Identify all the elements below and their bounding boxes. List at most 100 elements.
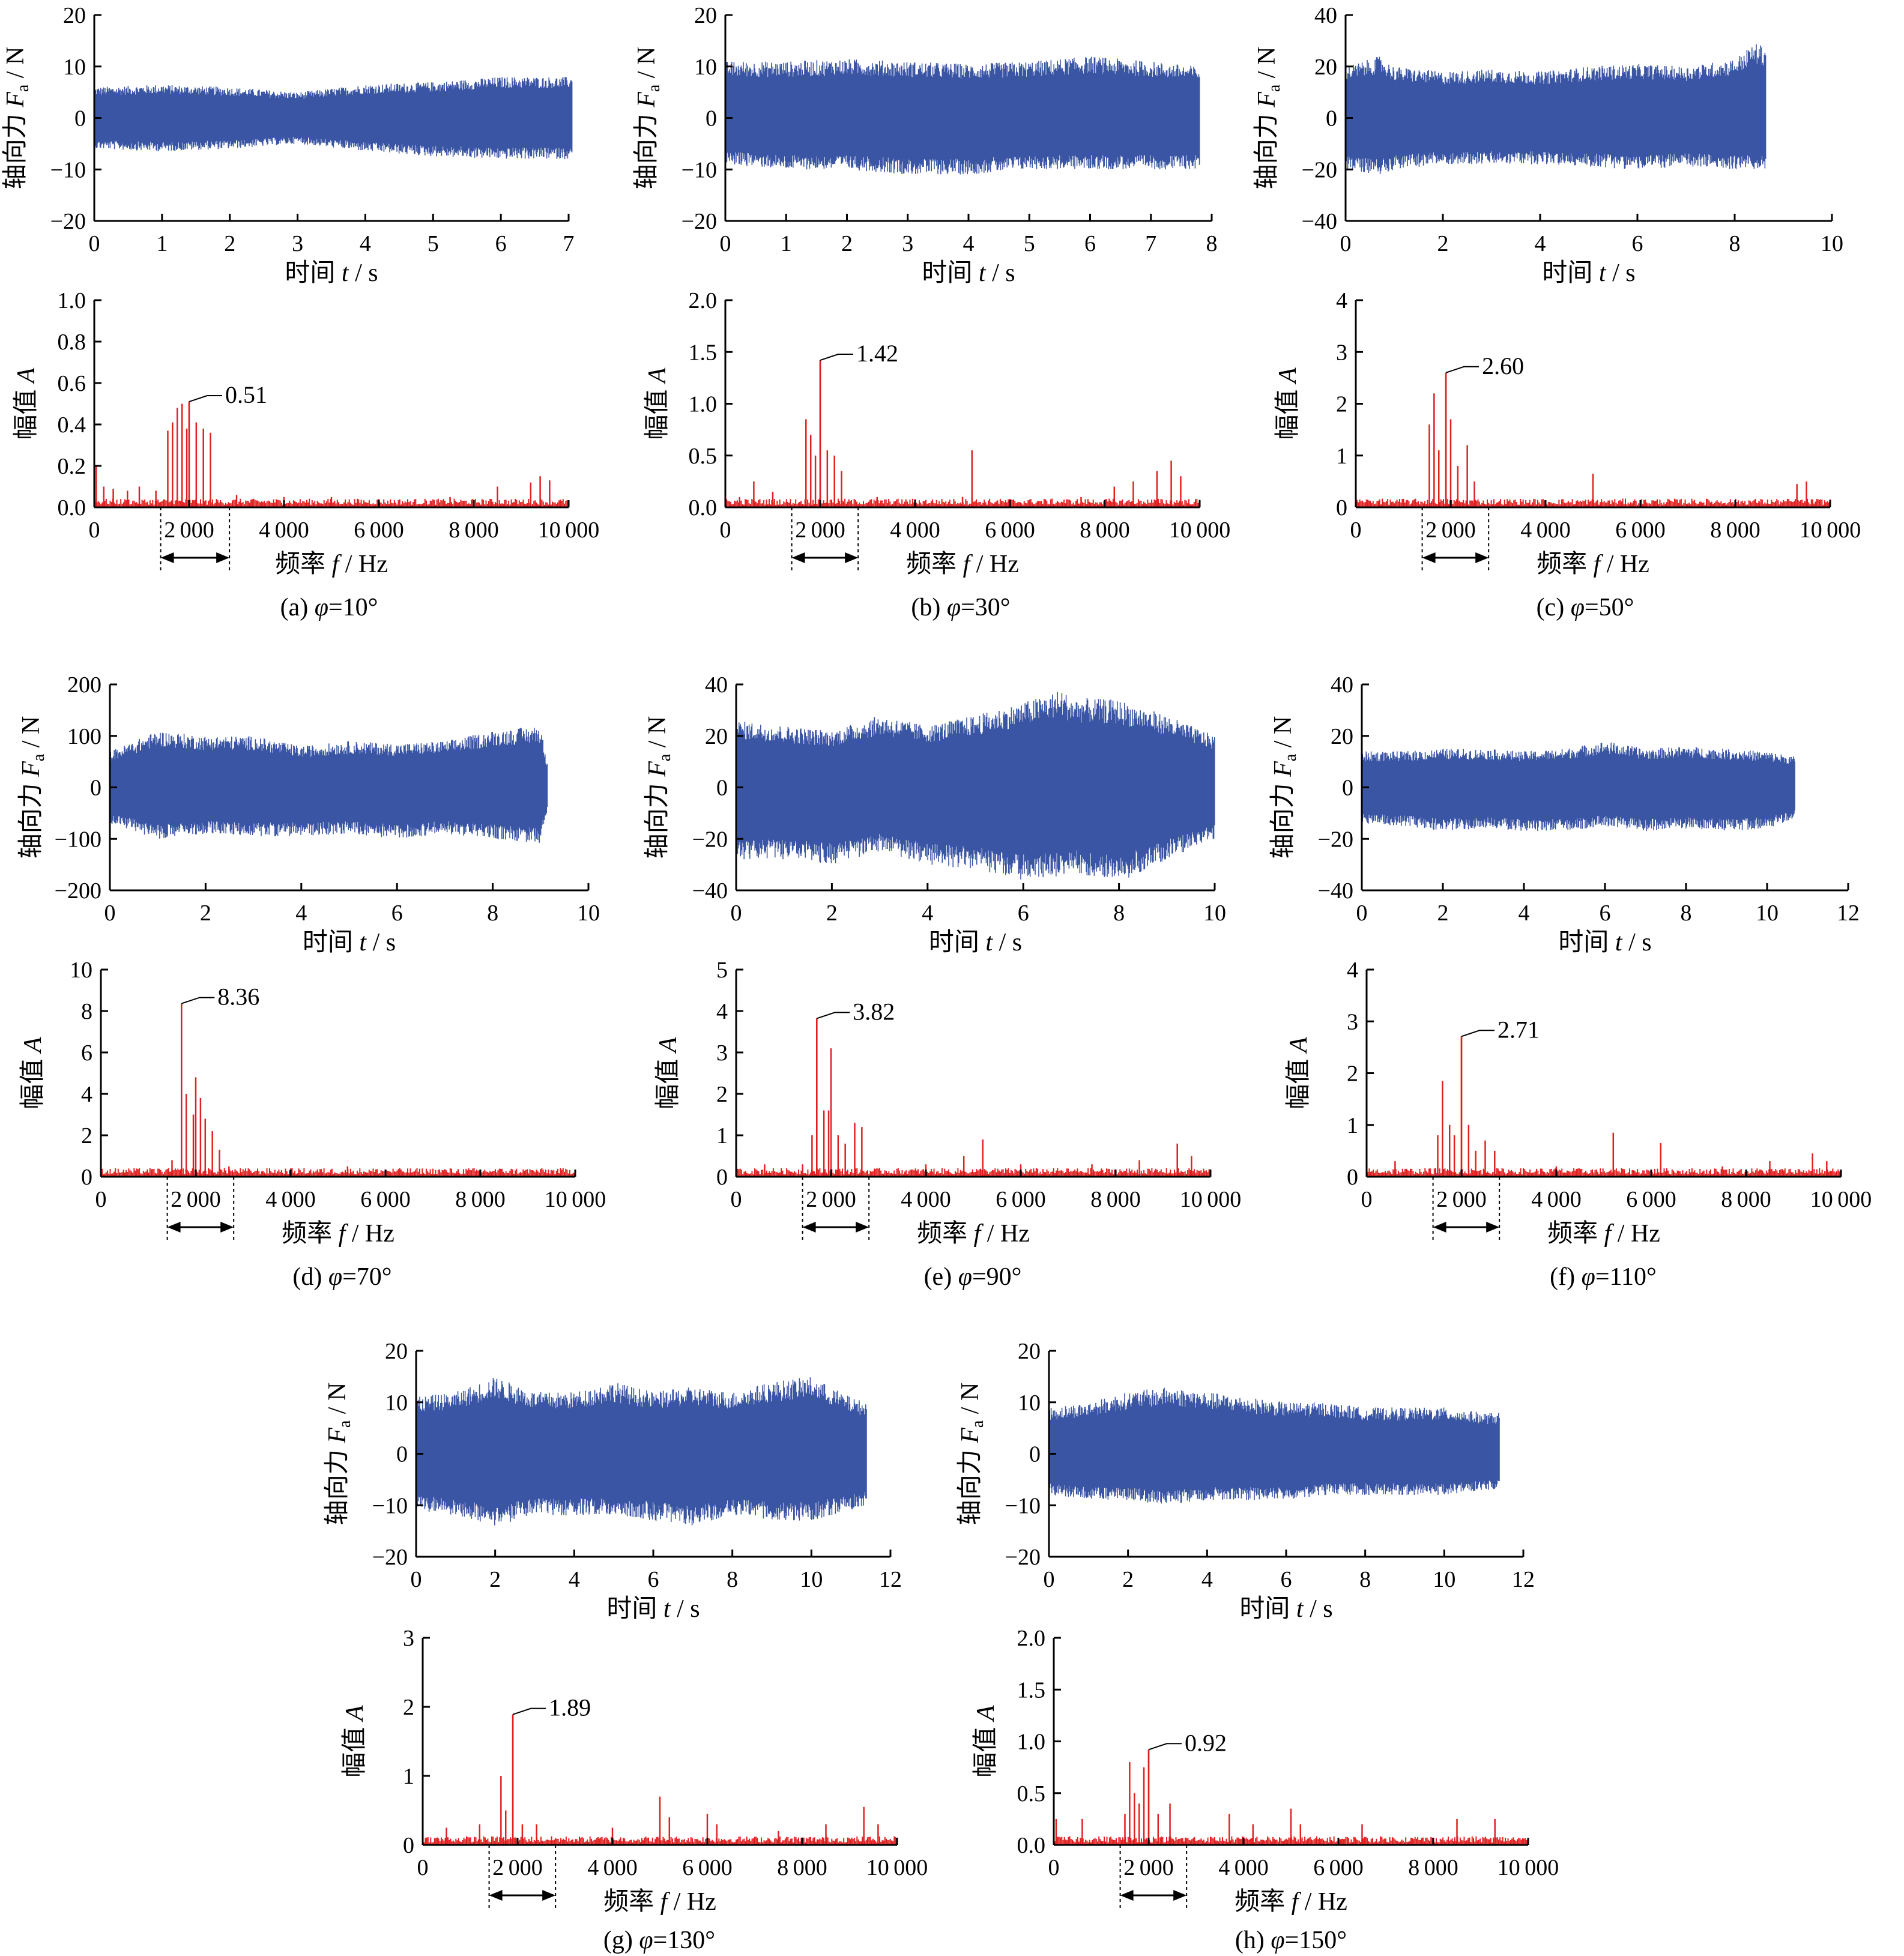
band-arrow-head-right <box>845 552 859 563</box>
spectrum-y-axis-label: 幅值 A <box>341 1705 369 1778</box>
y-tick-label: 5 <box>716 958 728 983</box>
x-tick-label: 4 <box>1519 901 1530 926</box>
y-tick-label: 4 <box>1347 958 1358 983</box>
x-tick-label: 8 000 <box>449 518 499 543</box>
time-x-axis-label: 时间 t / s <box>285 259 378 287</box>
x-tick-label: 8 <box>1113 901 1125 926</box>
y-tick-label: 0.0 <box>58 495 86 521</box>
y-tick-label: 1.5 <box>689 340 718 365</box>
y-tick-label: −200 <box>55 878 101 904</box>
time-signal-plot-d: 0 2 4 6 8 10 −200 −100 0 100 200 时间 t / s 轴向力 Fa / N <box>17 672 600 956</box>
time-x-axis-label: 时间 t / s <box>922 259 1015 287</box>
spectrum-y-axis-label: 幅值 A <box>13 367 40 440</box>
y-tick-label: −20 <box>372 1545 408 1570</box>
y-tick-label: 3 <box>1336 340 1347 365</box>
peak-value-label: 2.60 <box>1482 352 1524 379</box>
x-tick-label: 2 <box>224 231 235 256</box>
spectrum-y-axis-label: 幅值 A <box>972 1705 1000 1778</box>
time-signal-trace <box>725 56 1200 175</box>
spectrum-x-axis-label: 频率 f / Hz <box>1537 550 1649 578</box>
y-tick-label: −20 <box>1005 1545 1041 1570</box>
time-signal-trace <box>416 1377 867 1526</box>
y-tick-label: 4 <box>81 1082 92 1107</box>
time-y-axis-label: 轴向力 Fa / N <box>17 716 48 859</box>
spectrum-x-axis-label: 频率 f / Hz <box>275 550 388 578</box>
panel-caption-g: (g) φ=130° <box>603 1927 715 1954</box>
y-tick-label: 0 <box>81 1165 92 1190</box>
y-tick-label: 0.0 <box>1017 1833 1046 1858</box>
x-tick-label: 4 <box>1201 1567 1213 1592</box>
y-tick-label: 2 <box>1347 1061 1358 1087</box>
y-tick-label: 20 <box>1331 724 1353 749</box>
x-tick-label: 8 <box>1359 1567 1371 1592</box>
band-arrow-head-right <box>856 1222 869 1233</box>
x-tick-label: 6 000 <box>1313 1855 1364 1880</box>
y-tick-label: 0.5 <box>689 444 718 469</box>
x-tick-label: 6 <box>1084 231 1096 256</box>
x-tick-label: 10 <box>800 1567 823 1592</box>
y-tick-label: 40 <box>1314 3 1337 28</box>
band-arrow-head-left <box>1433 1222 1446 1233</box>
time-signal-trace <box>736 692 1215 880</box>
x-tick-label: 6 <box>648 1567 659 1592</box>
y-tick-label: 1 <box>403 1764 414 1789</box>
time-signal-plot-h: 0 2 4 6 8 10 12 −20 −10 0 10 20 时间 t / s 轴向力 Fa / N <box>957 1339 1535 1623</box>
y-tick-label: 40 <box>705 672 728 698</box>
x-tick-label: 0 <box>1361 1187 1373 1212</box>
time-signal-plot-b: 0 1 2 3 4 5 6 7 8 −20 −10 0 10 20 时间 t / s 轴向力 Fa / N <box>633 3 1218 287</box>
x-tick-label: 8 <box>1681 901 1692 926</box>
time-y-axis-label: 轴向力 Fa / N <box>644 716 674 859</box>
x-tick-label: 10 <box>1433 1567 1455 1592</box>
peak-leader-line <box>181 997 215 1004</box>
band-arrow-head-right <box>1475 552 1489 563</box>
x-tick-label: 2 000 <box>164 518 214 543</box>
x-tick-label: 7 <box>563 231 575 256</box>
panel-caption-c: (c) φ=50° <box>1537 594 1634 621</box>
y-tick-label: 2 <box>403 1695 414 1720</box>
x-tick-label: 4 <box>922 901 933 926</box>
time-y-axis-label: 轴向力 Fa / N <box>1269 716 1300 859</box>
peak-leader-line <box>820 354 853 361</box>
y-tick-label: 2 <box>81 1123 92 1149</box>
spectrum-x-axis-label: 频率 f / Hz <box>1235 1888 1347 1916</box>
y-tick-label: 0.4 <box>58 412 86 438</box>
x-tick-label: 6 <box>1281 1567 1292 1592</box>
spectrum-x-axis-label: 频率 f / Hz <box>1547 1219 1660 1248</box>
x-tick-label: 6 000 <box>682 1855 733 1880</box>
y-tick-label: −10 <box>372 1493 408 1518</box>
x-tick-label: 4 <box>295 901 307 926</box>
x-tick-label: 12 <box>1512 1567 1535 1592</box>
spectrum-y-axis-label: 幅值 A <box>644 367 671 440</box>
y-tick-label: 4 <box>716 999 728 1024</box>
band-arrow-head-left <box>160 552 174 563</box>
y-tick-label: 1 <box>1336 444 1347 469</box>
band-arrow-head-left <box>1120 1890 1134 1901</box>
time-y-axis-label: 轴向力 Fa / N <box>324 1383 354 1526</box>
y-tick-label: 1.0 <box>689 392 718 417</box>
y-tick-label: 2.0 <box>689 288 718 313</box>
band-arrow-head-left <box>791 552 805 563</box>
time-x-axis-label: 时间 t / s <box>1239 1595 1332 1623</box>
x-tick-label: 12 <box>879 1567 902 1592</box>
x-tick-label: 10 000 <box>1810 1187 1872 1212</box>
y-tick-label: 4 <box>1336 288 1347 313</box>
x-tick-label: 6 000 <box>360 1187 411 1212</box>
y-tick-label: 0 <box>90 776 101 801</box>
y-tick-label: 10 <box>694 55 717 80</box>
x-tick-label: 2 000 <box>1425 518 1476 543</box>
y-tick-label: 20 <box>1314 55 1337 80</box>
y-tick-label: 10 <box>1018 1390 1041 1416</box>
x-tick-label: 0 <box>731 901 742 926</box>
y-tick-label: −40 <box>692 878 728 904</box>
x-tick-label: 10 000 <box>1169 518 1231 543</box>
x-tick-label: 10 <box>577 901 600 926</box>
x-tick-label: 0 <box>720 518 731 543</box>
x-tick-label: 2 <box>489 1567 501 1592</box>
y-tick-label: 0 <box>1342 776 1353 801</box>
x-tick-label: 4 000 <box>901 1187 951 1212</box>
time-signal-trace <box>1361 742 1795 832</box>
y-tick-label: −20 <box>50 209 86 234</box>
x-tick-label: 10 000 <box>538 518 600 543</box>
time-signal-plot-g: 0 2 4 6 8 10 12 −20 −10 0 10 20 时间 t / s 轴向力 Fa / N <box>324 1339 902 1623</box>
